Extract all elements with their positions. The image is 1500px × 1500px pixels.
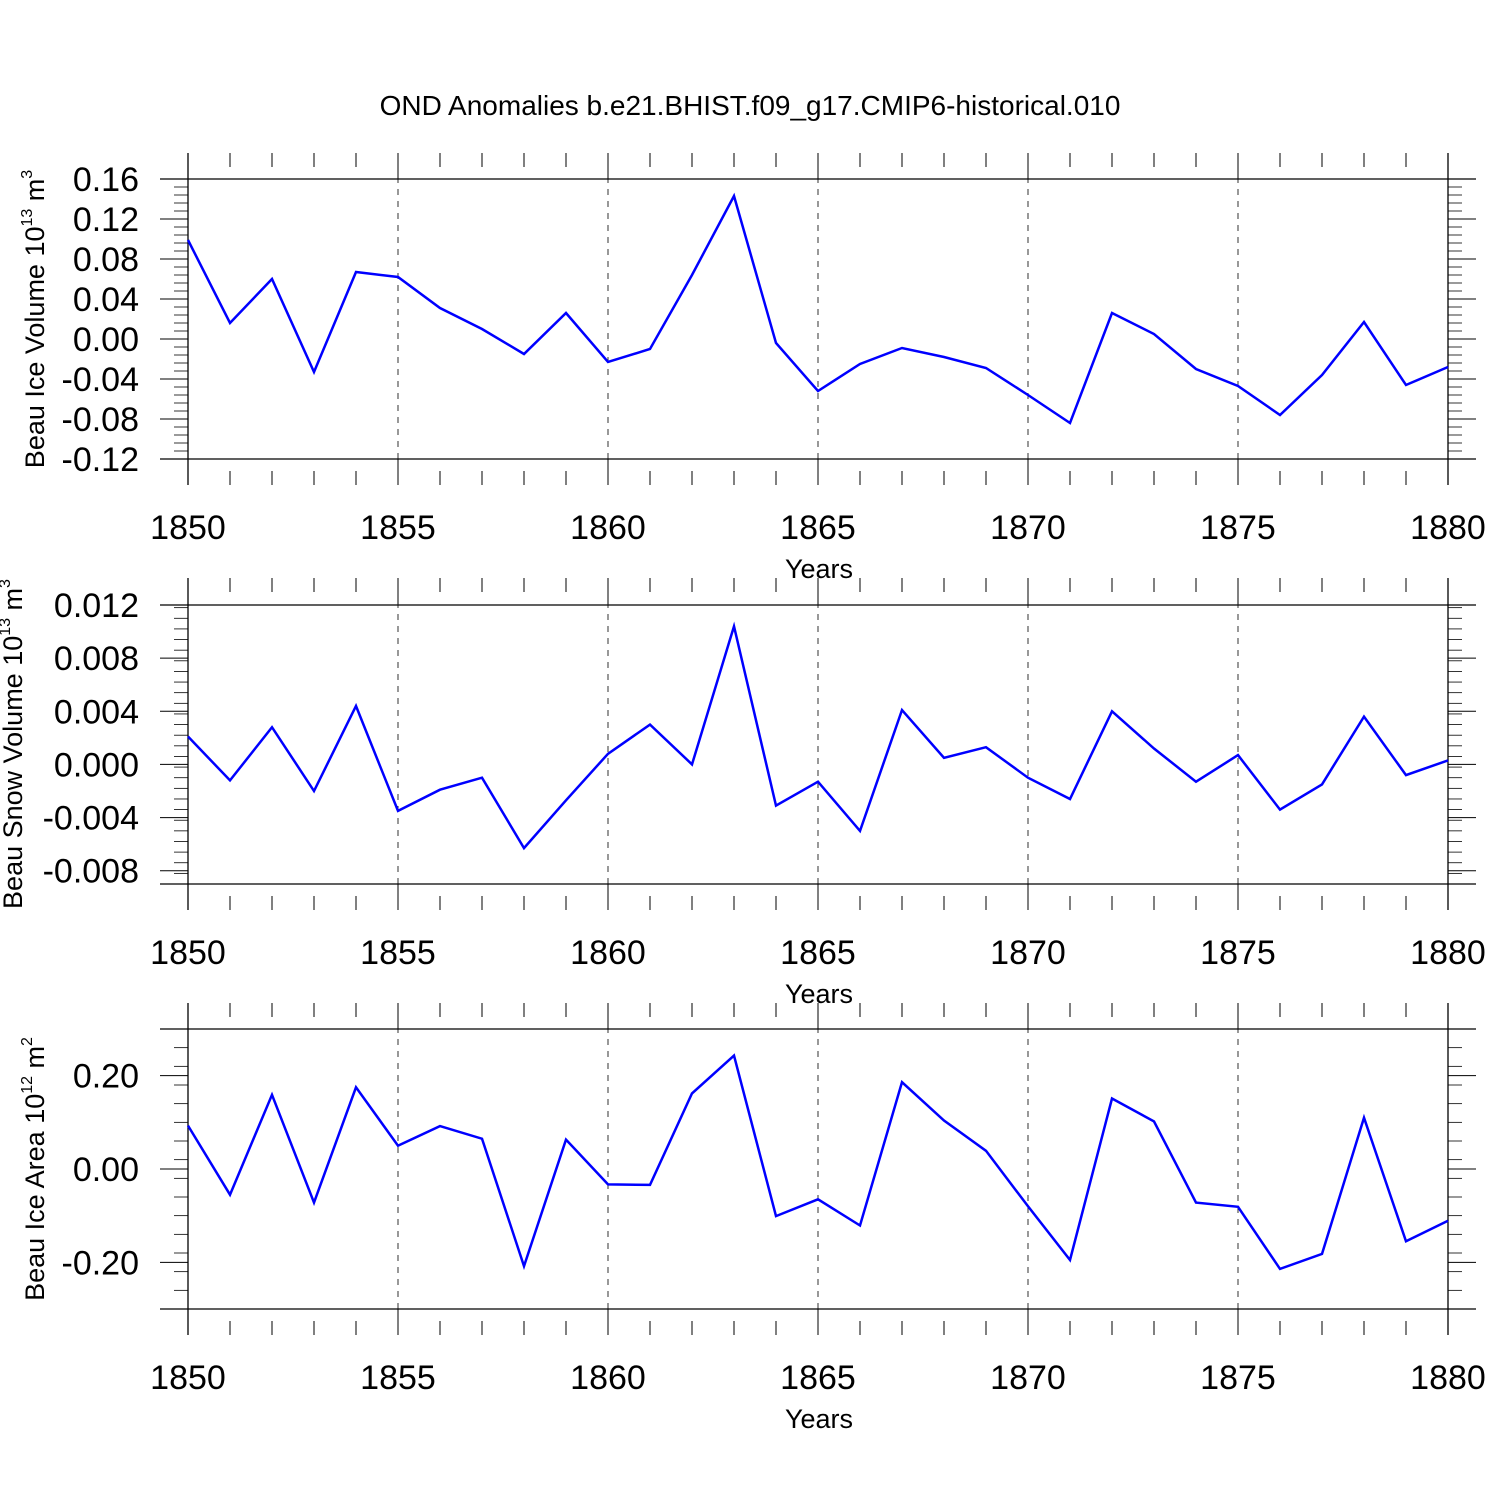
x-tick-label: 1870 (990, 509, 1066, 547)
x-tick-label: 1875 (1200, 934, 1276, 972)
y-tick-label: 0.16 (73, 161, 139, 199)
x-tick-label: 1865 (780, 509, 856, 547)
x-tick-label: 1865 (780, 1359, 856, 1397)
y-tick-label: 0.20 (73, 1058, 139, 1096)
panel-3: 1850 1855 1860 1865 1870 1875 1880 Years 0.20 0.0… (19, 1003, 1486, 1434)
y-tick-label: -0.004 (43, 800, 139, 838)
x-tick-label: 1865 (780, 934, 856, 972)
x-tick-label: 1880 (1410, 934, 1486, 972)
y-tick-label: -0.04 (62, 361, 140, 399)
y-tick-label: -0.008 (43, 853, 139, 891)
x-tick-label: 1880 (1410, 1359, 1486, 1397)
panel-2: 1850 1855 1860 1865 1870 1875 1880 Years 0.012 0.… (0, 578, 1486, 1009)
y-tick-label: 0.012 (54, 587, 139, 625)
x-tick-label: 1855 (360, 509, 436, 547)
x-tick-label: 1875 (1200, 509, 1276, 547)
x-tick-label: 1860 (570, 1359, 646, 1397)
x-tick-label: 1860 (570, 509, 646, 547)
figure-title: OND Anomalies b.e21.BHIST.f09_g17.CMIP6-… (380, 90, 1121, 121)
x-tick-label: 1850 (150, 1359, 226, 1397)
y-axis-title: Beau Ice Volume 1013 m3 (19, 170, 50, 468)
x-tick-label: 1870 (990, 1359, 1066, 1397)
y-tick-label: 0.08 (73, 241, 139, 279)
y-tick-label: 0.00 (73, 321, 139, 359)
y-tick-label: 0.00 (73, 1151, 139, 1189)
x-tick-label: 1875 (1200, 1359, 1276, 1397)
y-tick-label: -0.12 (62, 441, 140, 479)
x-tick-label: 1870 (990, 934, 1066, 972)
x-tick-label: 1855 (360, 1359, 436, 1397)
x-axis-title: Years (785, 979, 853, 1009)
x-tick-label: 1855 (360, 934, 436, 972)
y-tick-label: 0.12 (73, 201, 139, 239)
panel-1: 1850 1855 1860 1865 1870 1875 1880 Years 0.160.1… (19, 153, 1486, 584)
y-tick-label: 0.004 (54, 693, 139, 731)
y-tick-label: -0.08 (62, 401, 140, 439)
y-axis-title: Beau Snow Volume 1013 m3 (0, 579, 28, 909)
x-axis-title: Years (785, 1404, 853, 1434)
y-tick-label: 0.04 (73, 281, 139, 319)
x-axis-title: Years (785, 554, 853, 584)
x-tick-label: 1860 (570, 934, 646, 972)
y-tick-label: -0.20 (62, 1244, 140, 1282)
x-tick-label: 1880 (1410, 509, 1486, 547)
y-tick-label: 0.000 (54, 746, 139, 784)
x-tick-label: 1850 (150, 509, 226, 547)
y-axis-title: Beau Ice Area 1012 m2 (19, 1037, 50, 1301)
y-tick-label: 0.008 (54, 640, 139, 678)
x-tick-label: 1850 (150, 934, 226, 972)
